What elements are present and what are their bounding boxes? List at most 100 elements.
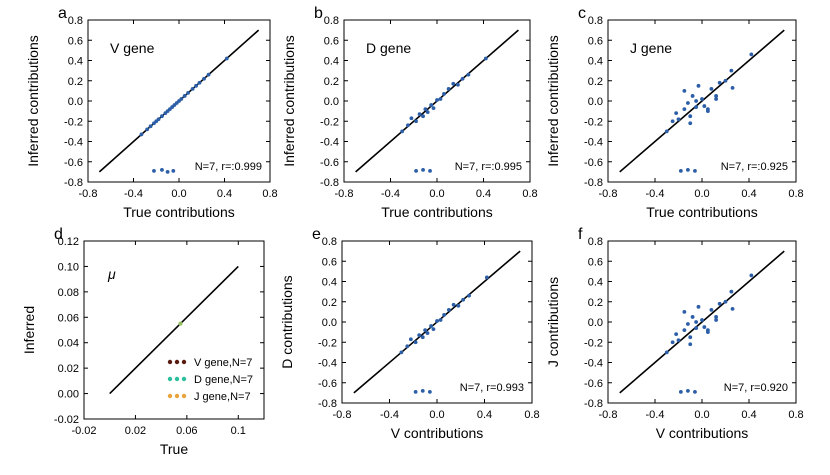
data-point: [139, 132, 144, 137]
y-tick-label: 0.6: [588, 256, 603, 268]
data-point: [456, 303, 461, 308]
diagonal-line: [619, 29, 785, 173]
x-tick-label: 0.02: [125, 425, 146, 437]
y-tick-label: -0.4: [584, 358, 603, 370]
correlation-annotation: N=7, r=0.920: [724, 382, 788, 394]
correlation-annotation: N=7, r=:0.925: [721, 161, 788, 173]
panel-b: -0.8 -0.4 0.0 0.4 0.8 -0.8 -0.6 -0.4 -0.2 0.0 0.2 0…: [281, 5, 538, 220]
x-tick-label: -0.8: [79, 188, 98, 200]
data-point: [483, 56, 488, 61]
data-point: [399, 350, 404, 355]
legend-entry: V gene,N=7: [194, 357, 252, 369]
data-point: [702, 104, 707, 108]
x-tick-label: -0.4: [381, 188, 400, 200]
data-point: [730, 306, 735, 311]
data-point: [705, 328, 710, 332]
y-axis-label: Inferred: [21, 306, 37, 354]
y-tick-label: -0.4: [318, 358, 337, 370]
data-point: [420, 388, 425, 393]
data-point: [717, 80, 722, 85]
x-axis-label: True: [160, 441, 188, 457]
y-tick-label: -0.2: [318, 337, 337, 349]
panel-letter: b: [314, 5, 323, 22]
data-point: [413, 389, 418, 394]
data-point: [694, 99, 699, 103]
data-point: [688, 114, 693, 119]
data-point: [451, 302, 456, 307]
y-tick-label: 0.4: [324, 56, 339, 68]
data-point: [206, 72, 211, 77]
data-point: [686, 388, 690, 393]
panel-e: -0.8 -0.4 0.0 0.4 0.8 -0.8 -0.6 -0.4 -0.2 0.0 0.2 0…: [279, 226, 540, 441]
data-point: [749, 273, 754, 278]
legend-entry: J gene,N=7: [194, 391, 251, 403]
y-tick-label: -0.8: [318, 398, 337, 410]
data-point: [670, 119, 675, 124]
x-tick-label: -0.02: [71, 425, 96, 437]
legend-marker: [174, 359, 180, 365]
x-axis-label: V contributions: [391, 425, 484, 441]
data-point: [420, 335, 425, 340]
x-tick-label: 0.4: [476, 188, 491, 200]
legend-marker: [174, 393, 180, 399]
data-point: [165, 169, 170, 174]
data-point: [438, 318, 443, 322]
panel-letter: a: [58, 5, 67, 22]
y-tick-label: 0.0: [588, 96, 603, 108]
y-tick-label: 0.08: [58, 287, 79, 299]
legend-marker: [181, 359, 187, 365]
panel-title: μ: [107, 266, 116, 282]
y-tick-label: -0.6: [584, 157, 603, 169]
panel-letter: f: [578, 226, 583, 243]
data-point: [696, 83, 701, 88]
data-point: [429, 324, 433, 328]
data-point: [700, 97, 704, 101]
data-point: [145, 127, 150, 132]
data-point: [676, 117, 681, 122]
data-point: [414, 119, 418, 124]
y-tick-label: 0.4: [68, 56, 83, 68]
data-point: [408, 337, 413, 342]
y-tick-label: -0.6: [320, 157, 339, 169]
y-tick-label: -0.8: [64, 177, 83, 189]
y-tick-label: -0.02: [54, 414, 79, 426]
data-point: [676, 338, 681, 343]
y-tick-label: 0.2: [324, 76, 339, 88]
y-axis-label: Inferred contributions: [25, 35, 41, 167]
data-point: [693, 168, 697, 173]
x-tick-label: 0.1: [231, 425, 246, 437]
data-point: [446, 86, 451, 91]
x-tick-label: 0.06: [176, 425, 197, 437]
data-point: [400, 129, 405, 134]
legend-marker: [181, 376, 187, 382]
data-point: [431, 106, 436, 110]
x-tick-label: 0.4: [741, 188, 756, 200]
x-tick-label: -0.8: [599, 188, 618, 200]
y-tick-label: -0.2: [64, 116, 83, 128]
data-point: [694, 326, 699, 330]
x-axis-label: True contributions: [123, 204, 235, 220]
y-tick-label: 0.12: [58, 236, 79, 248]
panel-title: J gene: [630, 40, 672, 56]
y-axis-label: Inferred contributions: [545, 35, 561, 167]
data-point: [717, 301, 722, 306]
data-point: [674, 332, 679, 337]
y-tick-label: 0.8: [324, 15, 339, 27]
x-tick-label: -0.4: [380, 409, 399, 421]
y-tick-label: 0.0: [322, 317, 337, 329]
data-point: [714, 94, 718, 98]
y-tick-label: -0.6: [64, 157, 83, 169]
data-point: [197, 80, 202, 85]
correlation-annotation: N=7, r=:0.995: [455, 161, 522, 173]
legend-entry: D gene,N=7: [194, 374, 253, 386]
x-tick-label: -0.8: [599, 409, 618, 421]
data-point: [461, 297, 466, 302]
y-tick-label: 0.2: [322, 297, 337, 309]
data-point: [466, 72, 471, 77]
panel-c: -0.8 -0.4 0.0 0.4 0.8 -0.8 -0.6 -0.4 -0.2 0.0 0.2 0…: [545, 5, 804, 220]
data-point: [156, 117, 161, 122]
panel-letter: c: [578, 5, 586, 22]
data-point: [148, 124, 153, 129]
data-point: [664, 129, 669, 134]
data-point: [417, 333, 422, 338]
